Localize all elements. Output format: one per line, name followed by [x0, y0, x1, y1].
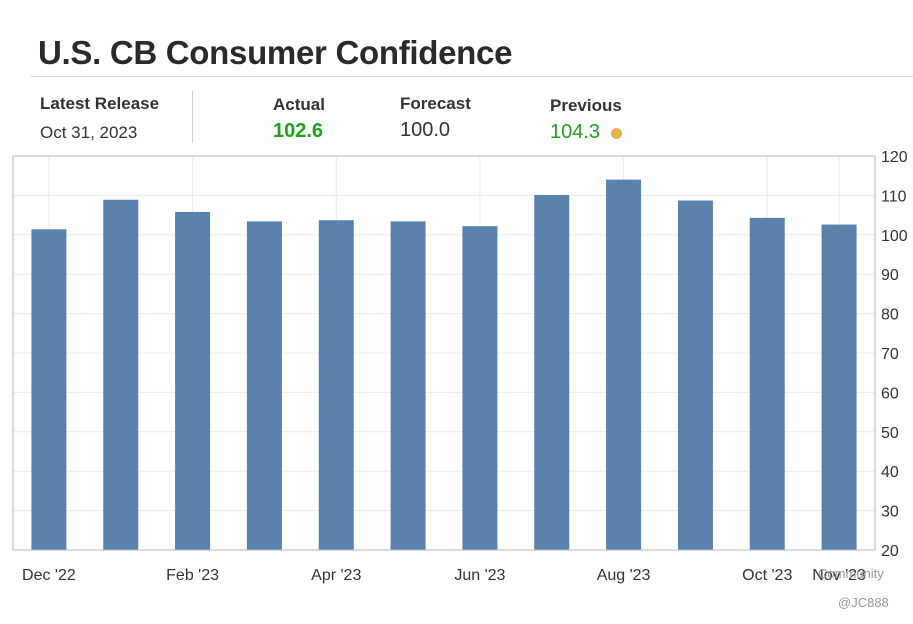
bar-jul-23 — [534, 195, 570, 551]
y-tick-label: 90 — [881, 267, 899, 284]
forecast-label: Forecast — [400, 94, 471, 113]
y-tick-label: 80 — [881, 307, 899, 324]
previous-value: 104.3 — [550, 121, 601, 143]
y-tick-label: 70 — [881, 346, 899, 363]
bar-sep-23 — [677, 200, 713, 550]
x-tick-label: Apr '23 — [311, 567, 361, 584]
y-tick-label: 100 — [881, 228, 908, 245]
y-tick-label: 120 — [881, 149, 908, 166]
bar-oct-23 — [749, 217, 785, 550]
actual-value: 102.6 — [273, 120, 324, 142]
x-tick-label: Dec '22 — [22, 567, 76, 584]
latest-release-label: Latest Release — [40, 94, 160, 113]
x-tick-label: Feb '23 — [166, 567, 219, 584]
y-tick-label: 30 — [881, 504, 899, 521]
x-tick-label: Aug '23 — [597, 567, 651, 584]
forecast-value: 100.0 — [400, 119, 451, 141]
bar-apr-23 — [318, 220, 354, 551]
bar-may-23 — [390, 221, 426, 551]
previous-indicator-dot — [611, 128, 622, 139]
plot-frame — [12, 155, 876, 551]
stats-divider — [192, 91, 193, 143]
y-tick-label: 20 — [881, 543, 899, 560]
y-tick-label: 60 — [881, 385, 899, 402]
page-title: U.S. CB Consumer Confidence — [38, 34, 513, 71]
x-tick-label: Nov '23 — [812, 567, 866, 584]
y-tick-label: 110 — [881, 188, 907, 205]
actual-label: Actual — [273, 95, 325, 114]
x-tick-label: Oct '23 — [742, 567, 792, 584]
watermark-community: Community — [818, 566, 884, 581]
previous-label: Previous — [550, 96, 622, 115]
watermark-handle: @JC888 — [838, 595, 889, 610]
bar-mar-23 — [246, 221, 282, 551]
bar-aug-23 — [606, 179, 642, 550]
x-tick-label: Jun '23 — [454, 567, 505, 584]
latest-release-date: Oct 31, 2023 — [40, 123, 138, 142]
bar-dec-22 — [31, 229, 67, 550]
bar-feb-23 — [175, 211, 211, 550]
bar-jun-23 — [462, 226, 498, 550]
bar-jan-23 — [103, 199, 139, 550]
y-tick-label: 50 — [881, 425, 899, 442]
bar-nov-23 — [821, 224, 857, 550]
y-tick-label: 40 — [881, 464, 899, 481]
title-divider — [30, 76, 913, 77]
